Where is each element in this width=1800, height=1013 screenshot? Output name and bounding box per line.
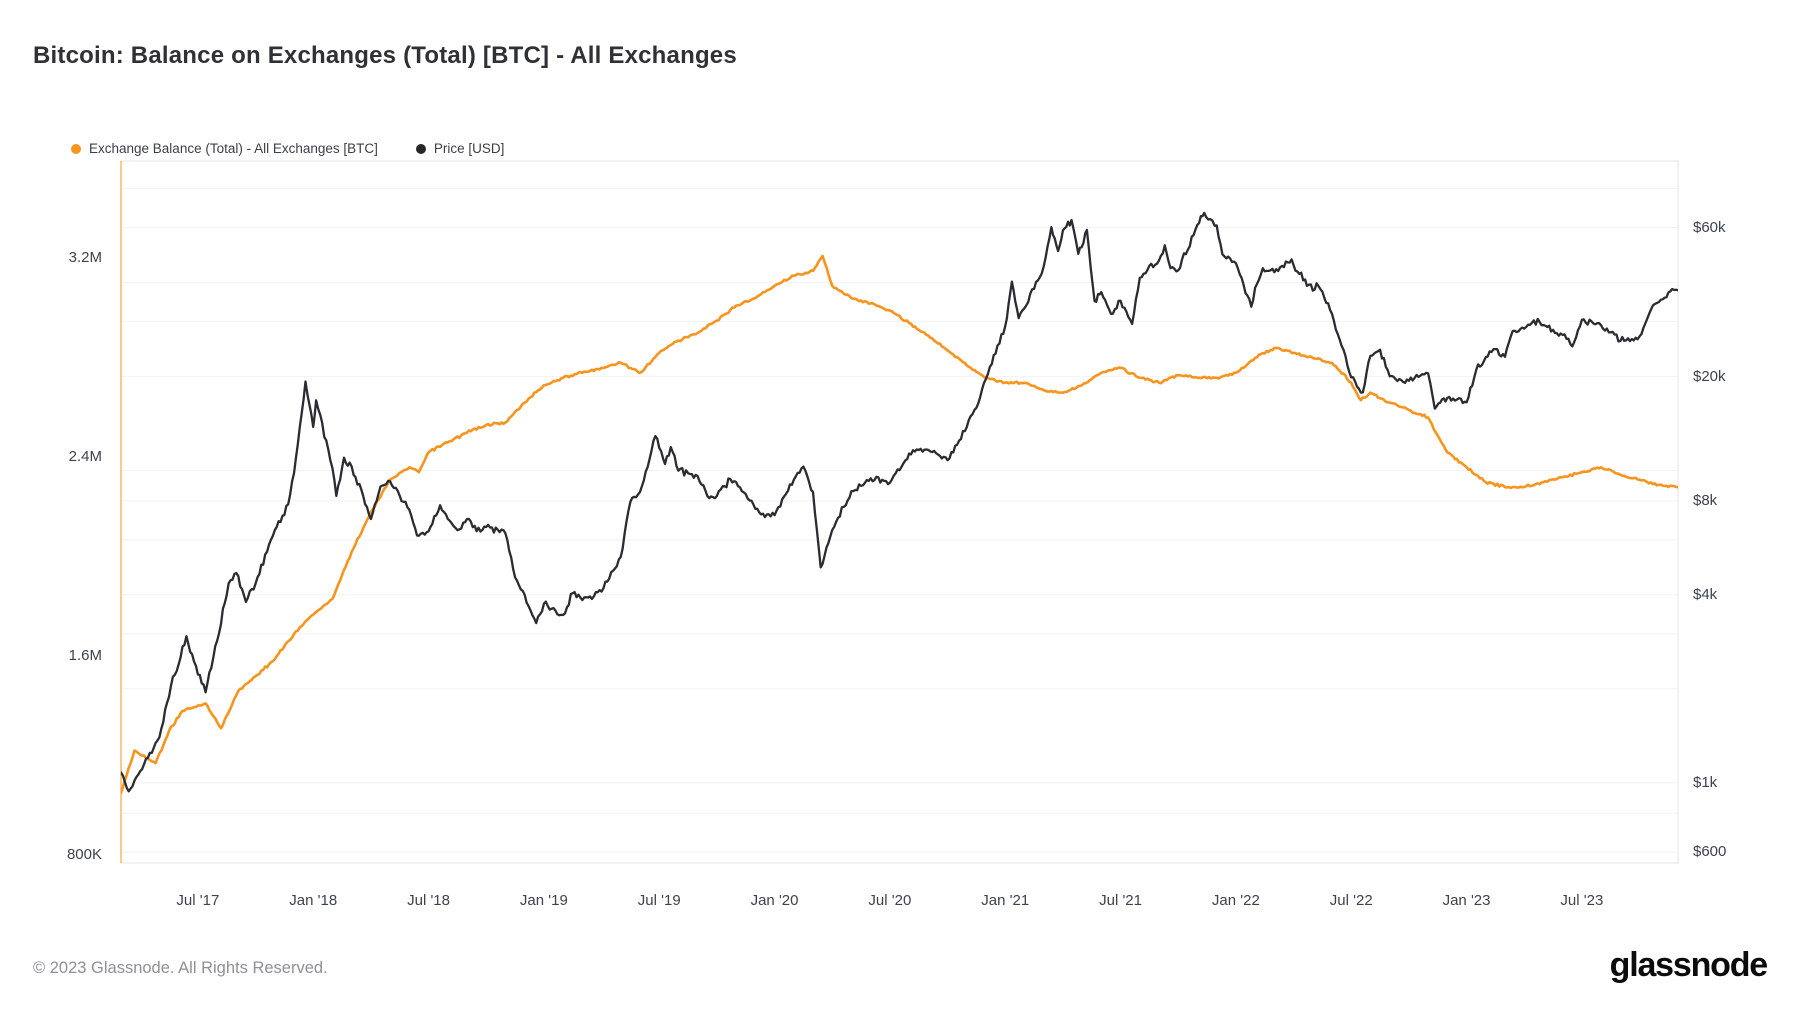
legend-label: Price [USD]: [433, 141, 505, 156]
y-right-tick-label: $4k: [1693, 585, 1718, 603]
x-tick-label: Jul '23: [1560, 892, 1604, 909]
x-tick-label: Jul '18: [407, 892, 450, 909]
price-line: [121, 211, 1678, 793]
copyright-text: © 2023 Glassnode. All Rights Reserved.: [33, 959, 328, 977]
y-right-tick-label: $600: [1693, 843, 1727, 861]
legend: Exchange Balance (Total) - All Exchanges…: [71, 141, 504, 156]
page-title: Bitcoin: Balance on Exchanges (Total) [B…: [33, 42, 737, 69]
x-tick-label: Jan '22: [1211, 892, 1260, 909]
y-right-tick-label: $8k: [1693, 491, 1718, 509]
x-tick-label: Jul '17: [176, 892, 220, 909]
x-tick-label: Jan '23: [1442, 892, 1491, 909]
y-left-tick-label: 3.2M: [68, 249, 102, 267]
x-tick-label: Jul '22: [1329, 892, 1373, 909]
legend-item-price[interactable]: Price [USD]: [415, 141, 505, 156]
y-left-tick-label: 1.6M: [68, 647, 102, 665]
balance-line: [121, 254, 1678, 795]
price-series-dot-icon: [415, 143, 426, 154]
y-right-tick-label: $20k: [1693, 367, 1726, 385]
x-tick-label: Jul '21: [1099, 892, 1142, 909]
y-left-tick-label: 2.4M: [68, 448, 102, 466]
x-tick-label: Jan '20: [750, 892, 799, 909]
x-tick-label: Jul '20: [868, 892, 912, 909]
x-tick-label: Jan '21: [981, 892, 1030, 909]
x-tick-label: Jul '19: [637, 892, 681, 909]
glassnode-logo: glassnode: [1609, 946, 1769, 984]
y-right-tick-label: $1k: [1693, 773, 1718, 791]
x-tick-label: Jan '19: [519, 892, 568, 909]
balance-series-dot-icon: [71, 143, 81, 154]
y-left-tick-label: 800K: [66, 846, 102, 864]
legend-label: Exchange Balance (Total) - All Exchanges…: [89, 141, 378, 156]
x-tick-label: Jan '18: [289, 892, 338, 909]
plot-border: [121, 160, 1679, 864]
y-right-tick-label: $60k: [1693, 218, 1726, 236]
legend-item-exchange-balance[interactable]: Exchange Balance (Total) - All Exchanges…: [71, 141, 378, 156]
